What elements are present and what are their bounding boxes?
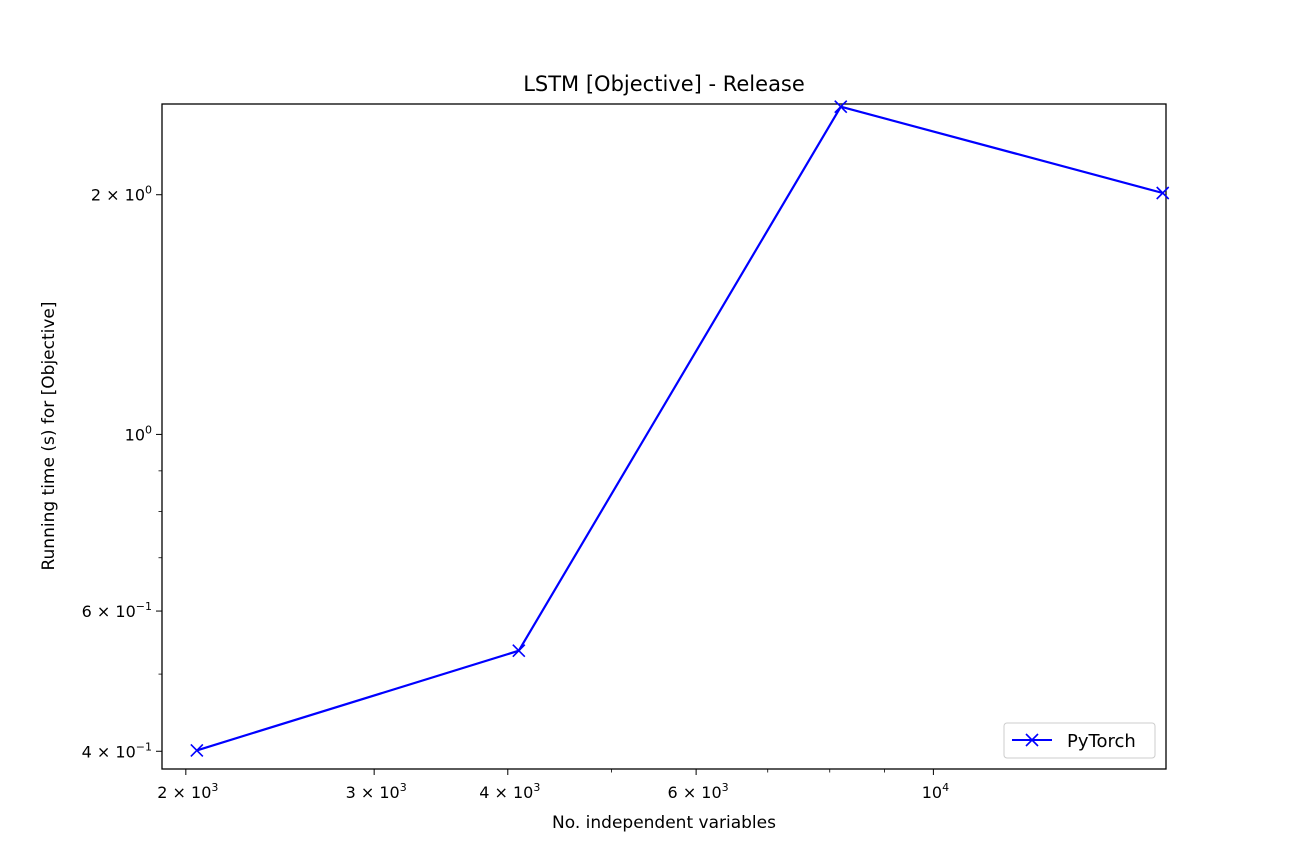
y-tick-label-2: 2 × 100 (91, 184, 152, 205)
y-axis-label: Running time (s) for [Objective] (39, 301, 59, 570)
x-axis-label: No. independent variables (552, 813, 776, 833)
marker-stroke-b (512, 644, 526, 658)
marker-stroke-b (190, 743, 204, 757)
data-point-0-1 (512, 644, 526, 658)
x-tick-label-4000: 4 × 103 (479, 781, 540, 802)
legend-marker-stroke-b (1025, 733, 1039, 747)
y-tick-label-1: 100 (125, 423, 152, 444)
marker-stroke-b (1156, 186, 1170, 200)
marker-stroke-b (834, 100, 848, 114)
chart-title: LSTM [Objective] - Release (523, 72, 805, 96)
plot-area: 2 × 103 3 × 103 4 × 103 6 × 103 104 4 × 10−1 6… (82, 100, 1170, 802)
legend-marker-x (1025, 733, 1039, 747)
legend-box (1003, 722, 1156, 759)
x-tick-label-2000: 2 × 103 (157, 781, 218, 802)
x-tick-label-6000: 6 × 103 (668, 781, 729, 802)
plot-frame (161, 103, 1167, 770)
x-tick-label-10000: 104 (922, 781, 949, 802)
x-tick-label-3000: 3 × 103 (346, 781, 407, 802)
legend: PyTorch (1003, 722, 1156, 759)
y-tick-label-0.6: 6 × 10−1 (82, 600, 152, 621)
data-point-0-2 (834, 100, 848, 114)
legend-label-pytorch: PyTorch (1067, 731, 1136, 752)
series-line-0 (196, 105, 1163, 752)
y-tick-label-0.4: 4 × 10−1 (82, 740, 152, 761)
data-point-0-3 (1156, 186, 1170, 200)
data-point-0-0 (190, 743, 204, 757)
